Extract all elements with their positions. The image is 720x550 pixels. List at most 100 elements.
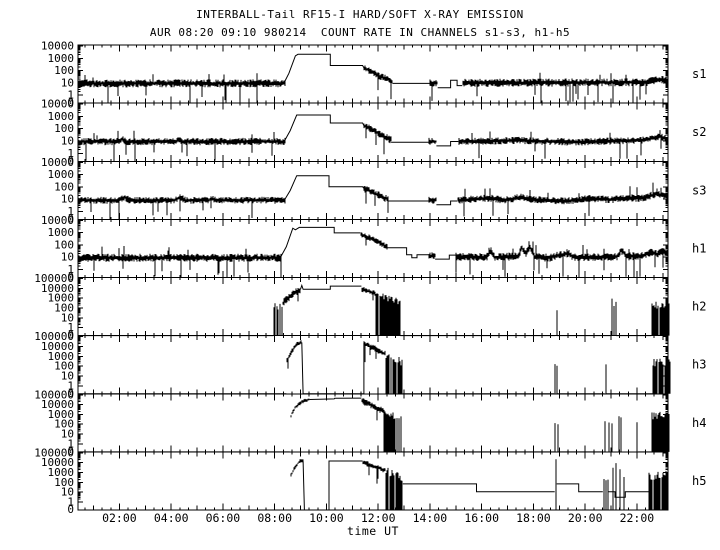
y-tick-label: 1000 (48, 52, 75, 65)
data-segment-noise (77, 194, 286, 220)
y-tick-label: 0 (67, 445, 74, 458)
y-tick-label: 10 (61, 193, 74, 206)
data-segment-noise (286, 340, 302, 369)
data-segment-line (387, 247, 429, 259)
channel-label-s1: s1 (692, 67, 706, 81)
data-segment-noise (360, 232, 388, 250)
x-tick-label: 18:00 (516, 511, 551, 525)
data-segment-noise (458, 130, 669, 159)
x-tick-label: 06:00 (206, 511, 241, 525)
data-segment-noise (457, 182, 669, 217)
data-segment-spikes (554, 364, 558, 394)
y-tick-label: 1 (67, 321, 74, 334)
y-tick-label: 10000 (41, 98, 74, 111)
y-tick-label: 0 (67, 212, 74, 225)
y-tick-label: 0 (67, 387, 74, 400)
x-tick-label: 04:00 (154, 511, 189, 525)
data-segment-noise (428, 196, 437, 204)
data-segment-block (651, 411, 670, 452)
data-segment-block (383, 409, 402, 452)
channel-label-h4: h4 (692, 416, 706, 430)
x-tick-label: 16:00 (464, 511, 499, 525)
y-tick-label: 100 (54, 476, 74, 489)
y-tick-label: 1000 (48, 168, 75, 181)
data-segment-line (437, 79, 463, 89)
y-tick-label: 10 (61, 311, 74, 324)
data-segment-block (648, 470, 669, 510)
y-tick-label: 10000 (41, 456, 74, 469)
x-tick-label: 22:00 (620, 511, 655, 525)
data-segment-noise (77, 246, 282, 278)
y-tick-label: 1 (67, 147, 74, 160)
data-segment-noise (77, 130, 286, 162)
y-tick-label: 1000 (48, 350, 75, 363)
y-tick-label: 100000 (34, 272, 74, 285)
data-segment-line (284, 175, 365, 200)
channel-label-h5: h5 (692, 474, 706, 488)
y-tick-label: 1000 (48, 226, 75, 239)
data-segment-spikes (611, 298, 617, 336)
channel-label-h3: h3 (692, 358, 706, 372)
panel-ticks-s3 (78, 161, 668, 220)
panel-ticks-s1 (78, 45, 668, 104)
panel-ticks-h3 (78, 335, 668, 394)
y-tick-label: 100 (54, 418, 74, 431)
y-tick-label: 100 (54, 360, 74, 373)
data-segment-line (302, 460, 363, 511)
y-tick-label: 0 (67, 154, 74, 167)
y-tick-label: 100000 (34, 330, 74, 343)
channel-label-h2: h2 (692, 300, 706, 314)
data-segment-noise (428, 252, 436, 259)
data-segment-noise (462, 72, 669, 104)
x-tick-label: 10:00 (309, 511, 344, 525)
data-segment-line (309, 397, 362, 400)
panel-ticks-h2 (78, 277, 668, 336)
y-tick-label: 1 (67, 437, 74, 450)
y-tick-label: 100000 (34, 446, 74, 459)
y-tick-label: 0 (67, 503, 74, 516)
y-tick-label: 0 (67, 329, 74, 342)
panel-ticks-h1 (78, 219, 668, 278)
y-tick-label: 1 (67, 263, 74, 276)
data-segment-line (556, 483, 603, 493)
data-segment-block (375, 293, 401, 336)
chart-title: INTERBALL-Tail RF15-I HARD/SOFT X-RAY EM… (196, 8, 524, 21)
data-segment-noise (455, 241, 669, 278)
data-segment-line (436, 141, 459, 147)
data-segment-line (284, 114, 365, 141)
y-tick-label: 10 (61, 251, 74, 264)
data-segment-noise (363, 186, 389, 213)
data-segment-noise (429, 79, 438, 101)
data-segment-noise (363, 341, 386, 363)
data-segment-noise (363, 65, 393, 100)
data-segment-line (608, 491, 649, 498)
y-tick-label: 10 (61, 369, 74, 382)
x-tick-label: 12:00 (361, 511, 396, 525)
data-segment-noise (77, 73, 286, 104)
data-segment-noise (290, 398, 310, 418)
y-tick-label: 10000 (41, 40, 74, 53)
y-tick-label: 1000 (48, 292, 75, 305)
y-tick-label: 10000 (41, 340, 74, 353)
panel-ticks-h5 (78, 451, 668, 510)
data-segment-noise (361, 398, 384, 421)
chart-subtitle: AUR 08:20 09:10 980214 COUNT RATE IN CHA… (149, 26, 571, 39)
data-segment-block (385, 467, 403, 510)
y-tick-label: 10 (61, 486, 74, 499)
y-tick-label: 10 (61, 428, 74, 441)
y-tick-label: 1 (67, 205, 74, 218)
data-segment-noise (290, 459, 304, 477)
data-segment-noise (362, 460, 386, 484)
y-tick-label: 1000 (48, 466, 75, 479)
data-segment-block (652, 358, 671, 394)
channel-label-h1: h1 (692, 241, 706, 255)
data-segment-noise (361, 287, 376, 301)
channel-label-s2: s2 (692, 125, 706, 139)
data-segment-noise (428, 137, 437, 145)
